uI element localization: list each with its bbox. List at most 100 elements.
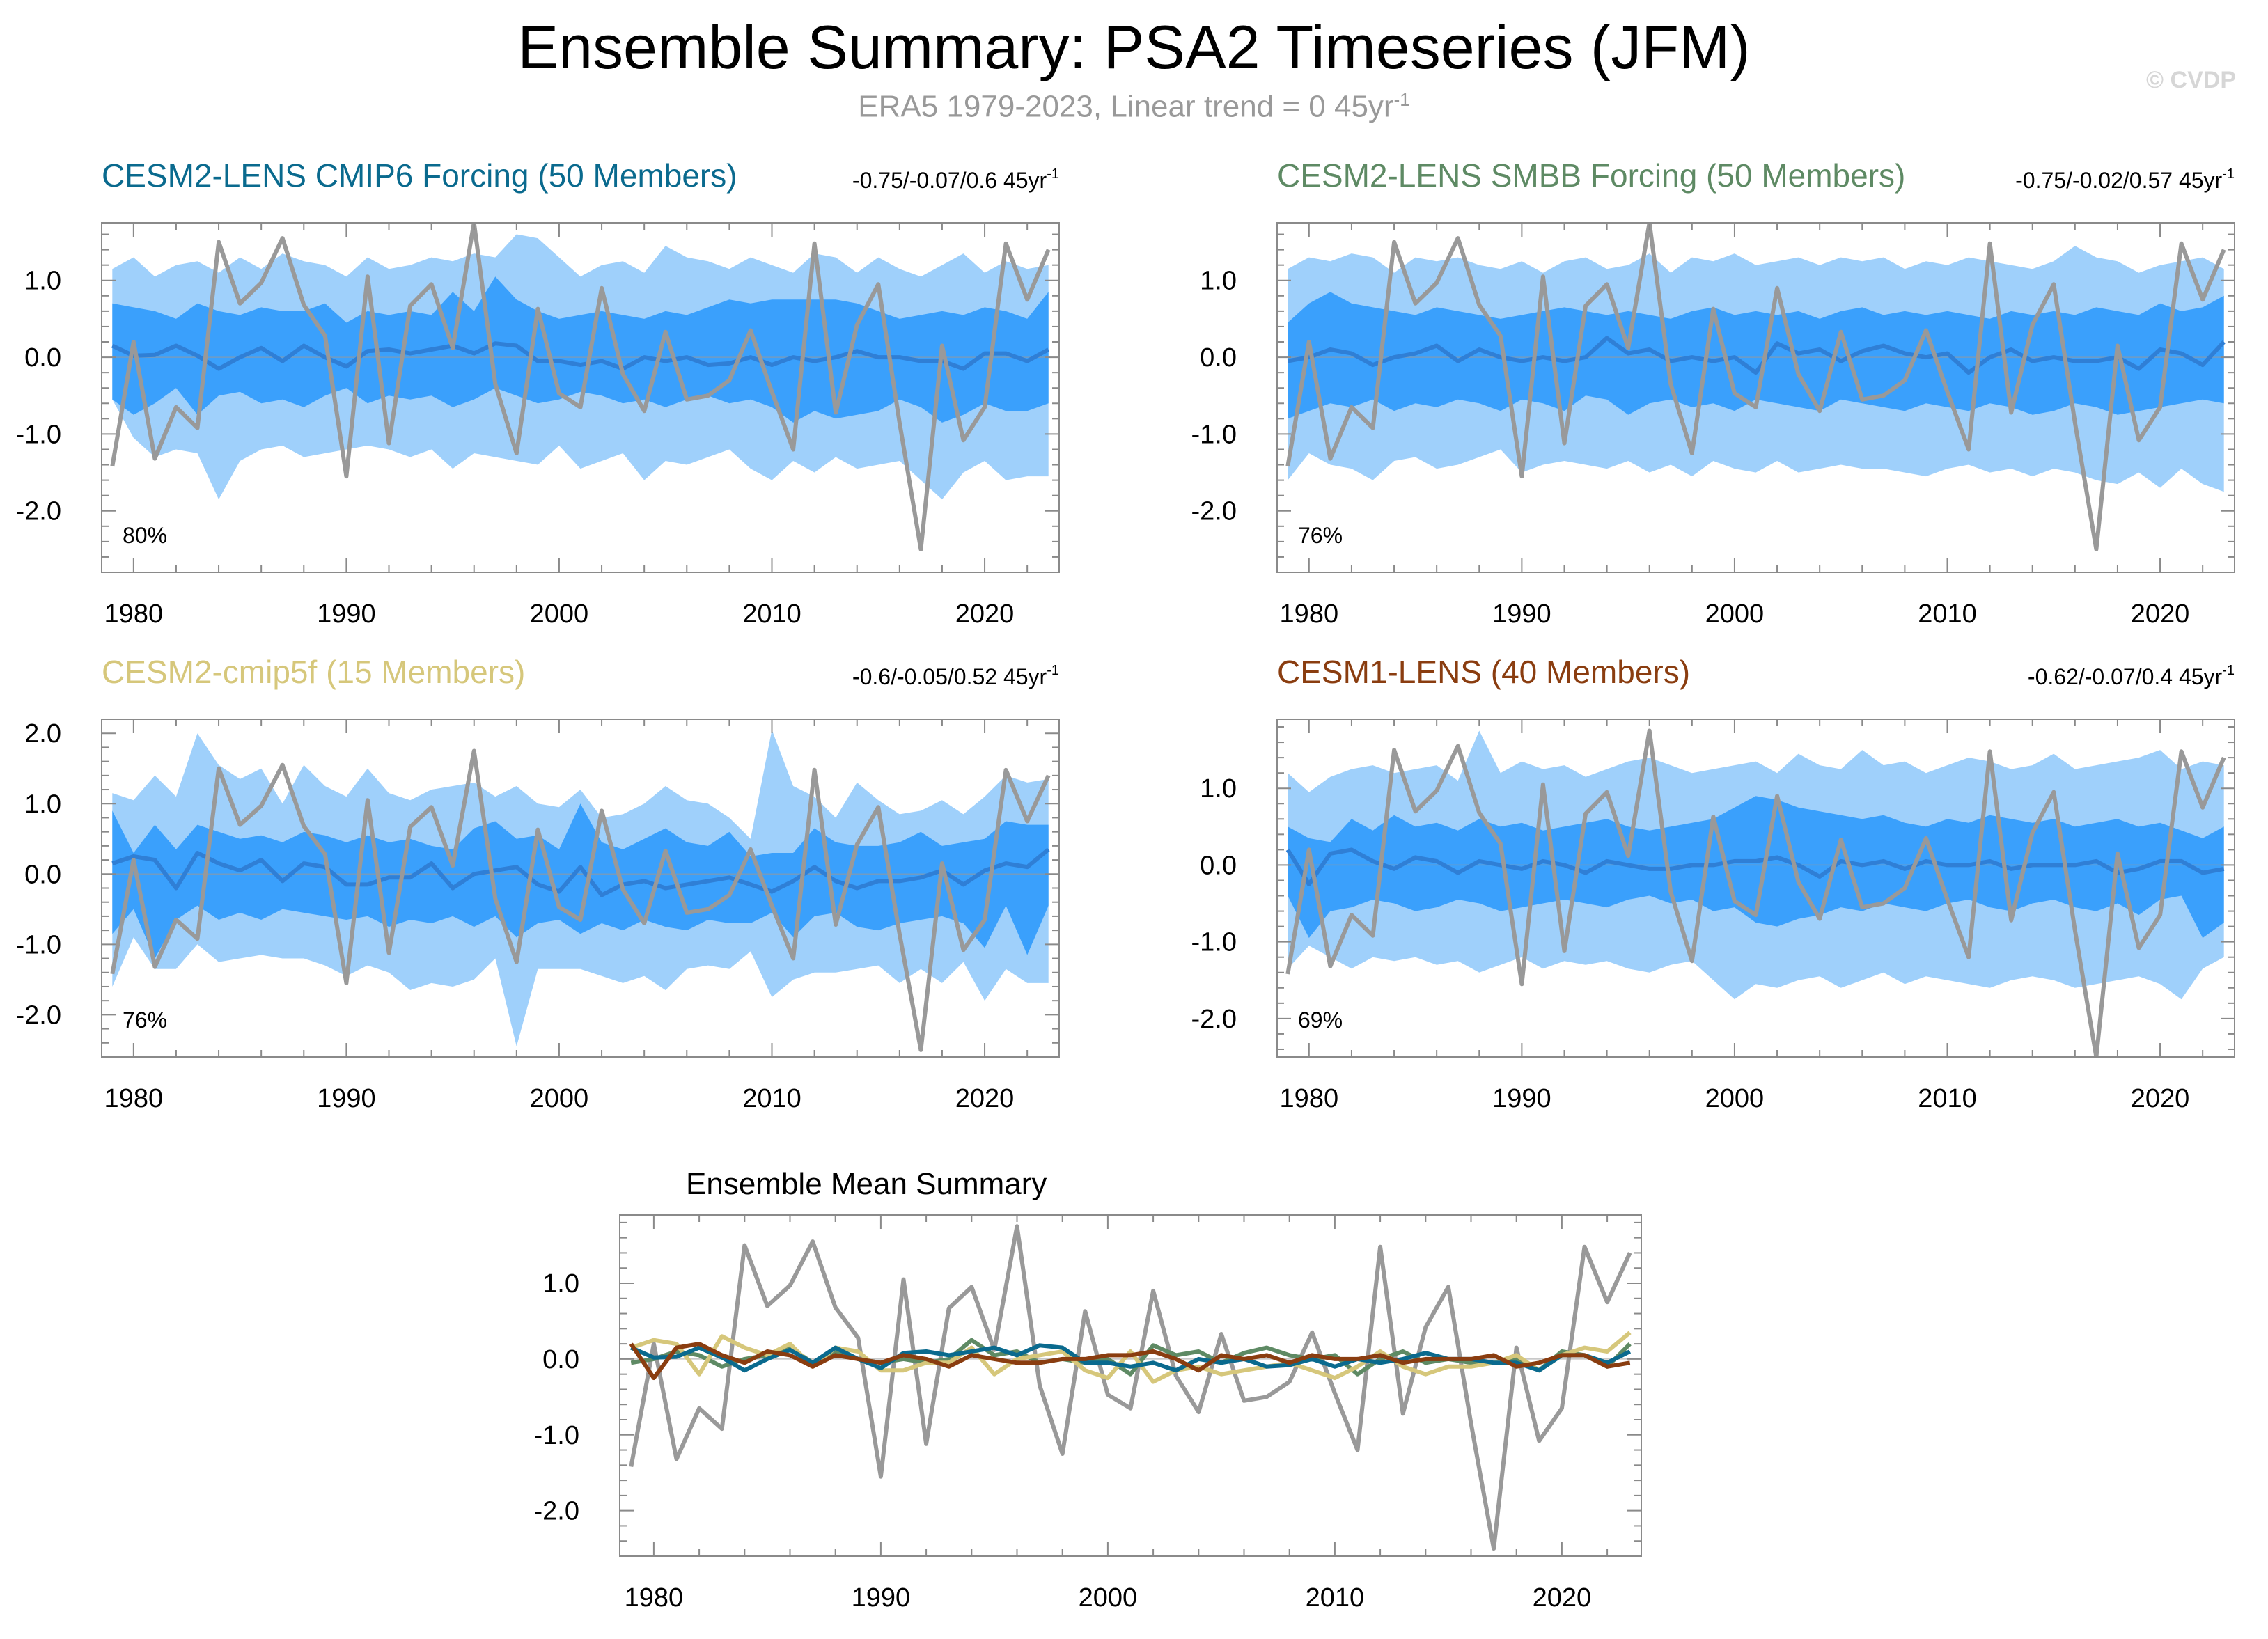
y-tick-label: 1.0 — [24, 267, 61, 296]
panel-cmip5f: 1980 1990 2000 2010 2020 -2.0 -1.0 0.0 1.0 2.0 CES… — [16, 654, 1060, 1113]
y-tick-label: -1.0 — [534, 1421, 579, 1450]
trend-value: -0.6/-0.05/0.52 45yr — [852, 664, 1047, 689]
percent-label: 80% — [123, 523, 167, 548]
trend-value: -0.62/-0.07/0.4 45yr — [2028, 664, 2223, 689]
plot-frame — [101, 719, 1060, 1058]
y-tick-label: 1.0 — [24, 790, 61, 819]
y-tick-label: 0.0 — [24, 343, 61, 372]
trend-superscript: -1 — [2222, 663, 2235, 678]
trend-label: -0.6/-0.05/0.52 45yr-1 — [852, 663, 1059, 689]
y-tick-label: 0.0 — [1200, 851, 1237, 880]
series-line-cesm1-lens — [629, 1342, 1631, 1381]
x-tick-label: 2020 — [955, 1084, 1015, 1113]
x-tick-label: 2000 — [530, 1084, 589, 1113]
x-tick-label: 1990 — [852, 1583, 911, 1613]
plot-frame — [1276, 719, 2235, 1058]
band-10-90 — [112, 234, 1049, 500]
plot-area — [102, 730, 1059, 1052]
x-tick-label: 1980 — [104, 599, 164, 629]
y-tick-label: -1.0 — [1191, 928, 1237, 957]
band-10-90 — [1288, 246, 2224, 492]
series-line-cesm2-lens-cmip6-forcing — [630, 1343, 1632, 1373]
x-tick-label: 2010 — [1918, 599, 1977, 629]
ensemble-mean-line — [1285, 847, 2225, 886]
ensemble-mean-line — [111, 847, 1050, 897]
band-25-75 — [1288, 796, 2224, 939]
y-tick-label: 2.0 — [24, 719, 61, 748]
trend-superscript: -1 — [2222, 166, 2235, 182]
y-tick-label: -1.0 — [1191, 420, 1237, 449]
percent-label: 76% — [123, 1007, 167, 1033]
ensemble-mean-line — [111, 341, 1050, 371]
y-tick-label: -2.0 — [534, 1497, 579, 1526]
x-tick-label: 1990 — [1492, 1084, 1551, 1113]
plot-area — [620, 1224, 1641, 1551]
band-10-90 — [1288, 730, 2224, 1000]
y-tick-label: 1.0 — [542, 1269, 579, 1299]
plot-area — [1277, 223, 2235, 551]
y-tick-label: -2.0 — [1191, 497, 1237, 526]
plot-frame — [1276, 222, 2235, 573]
band-25-75 — [112, 276, 1049, 423]
plot-area — [1277, 728, 2235, 1057]
x-tick-label: 2010 — [742, 1084, 801, 1113]
y-tick-label: 0.0 — [542, 1345, 579, 1374]
x-tick-label: 1980 — [104, 1084, 164, 1113]
plot-frame — [619, 1214, 1642, 1557]
x-tick-label: 2020 — [1533, 1583, 1592, 1613]
x-tick-label: 1990 — [317, 599, 376, 629]
panel-cesm1: 1980 1990 2000 2010 2020 -2.0 -1.0 0.0 1.0 CESM1-… — [1191, 654, 2235, 1113]
era5-line — [1285, 728, 2226, 1057]
band-25-75 — [112, 803, 1049, 959]
panel-title: Ensemble Mean Summary — [686, 1167, 1047, 1201]
era5-line — [1285, 223, 2226, 551]
y-tick-label: -1.0 — [16, 420, 61, 449]
panel-title: CESM2-LENS CMIP6 Forcing (50 Members) — [102, 157, 737, 194]
panel-title: CESM2-LENS SMBB Forcing (50 Members) — [1277, 157, 1905, 194]
y-tick-label: -2.0 — [1191, 1005, 1237, 1034]
y-tick-label: 1.0 — [1200, 774, 1237, 803]
x-tick-label: 2020 — [955, 599, 1015, 629]
x-tick-label: 1980 — [1280, 1084, 1339, 1113]
y-tick-label: 1.0 — [1200, 267, 1237, 296]
series-line-era5 — [629, 1224, 1632, 1551]
subtitle-superscript: -1 — [1393, 89, 1410, 110]
panel-title: CESM2-cmip5f (15 Members) — [102, 654, 525, 690]
trend-value: -0.75/-0.02/0.57 45yr — [2015, 168, 2222, 193]
x-tick-label: 2010 — [1306, 1583, 1365, 1613]
x-tick-label: 1990 — [1492, 599, 1551, 629]
x-tick-label: 1980 — [1280, 599, 1339, 629]
era5-line — [110, 223, 1051, 551]
series-line-cesm2-cmip5f — [630, 1331, 1632, 1384]
x-tick-label: 1980 — [625, 1583, 684, 1613]
page-subtitle: ERA5 1979-2023, Linear trend = 0 45yr-1 — [0, 89, 2268, 125]
panel-cmip6: 1980 1990 2000 2010 2020 -2.0 -1.0 0.0 1.0 CESM2-… — [16, 157, 1060, 629]
series-line-cesm2-lens-smbb-forcing — [630, 1338, 1632, 1377]
trend-label: -0.75/-0.02/0.57 45yr-1 — [2015, 166, 2235, 193]
panel-summary: 1980 1990 2000 2010 2020 -2.0 -1.0 0.0 1.0 Ensemb… — [534, 1167, 1642, 1613]
band-25-75 — [1288, 292, 2224, 419]
trend-superscript: -1 — [1047, 663, 1059, 678]
era5-line — [110, 748, 1051, 1052]
y-tick-label: 0.0 — [1200, 343, 1237, 372]
x-tick-label: 2000 — [1705, 599, 1765, 629]
x-tick-label: 2000 — [1705, 1084, 1765, 1113]
x-tick-label: 2020 — [2131, 599, 2190, 629]
panel-title: CESM1-LENS (40 Members) — [1277, 654, 1690, 690]
x-tick-label: 2000 — [1079, 1583, 1138, 1613]
x-tick-label: 2010 — [1918, 1084, 1977, 1113]
y-tick-label: -2.0 — [16, 497, 61, 526]
ensemble-mean-line — [1287, 336, 2226, 375]
cvdp-watermark: © CVDP — [2146, 67, 2236, 93]
percent-label: 69% — [1298, 1007, 1343, 1033]
band-10-90 — [112, 730, 1049, 1046]
y-tick-label: 0.0 — [24, 860, 61, 889]
trend-superscript: -1 — [1047, 166, 1059, 182]
trend-label: -0.75/-0.07/0.6 45yr-1 — [852, 166, 1059, 193]
percent-label: 76% — [1298, 523, 1343, 548]
x-tick-label: 2000 — [530, 599, 589, 629]
subtitle-text: ERA5 1979-2023, Linear trend = 0 45yr — [858, 89, 1394, 124]
y-tick-label: -2.0 — [16, 1001, 61, 1030]
x-tick-label: 1990 — [317, 1084, 376, 1113]
